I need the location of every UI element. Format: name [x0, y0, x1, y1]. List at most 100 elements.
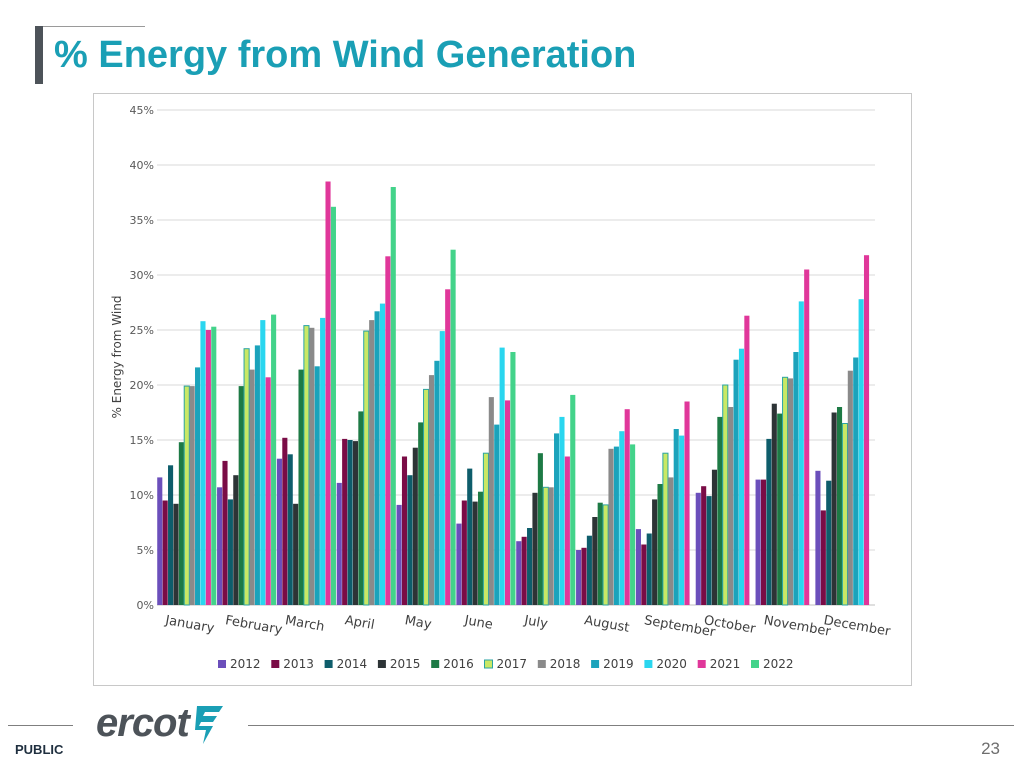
bar-2019-january: [195, 367, 201, 605]
legend-label-2018: 2018: [550, 657, 581, 671]
bar-2020-august: [619, 431, 625, 605]
bar-2014-march: [287, 454, 293, 605]
bar-2015-september: [652, 499, 658, 605]
bar-2021-february: [265, 377, 271, 605]
legend-swatch-2019: [591, 660, 600, 668]
bar-2015-october: [711, 469, 718, 605]
bar-2016-october: [717, 416, 723, 605]
bar-2012-august: [576, 550, 582, 605]
bar-2021-november: [804, 269, 810, 605]
legend-label-2012: 2012: [230, 657, 261, 671]
bar-2021-september: [684, 401, 690, 605]
bar-2020-july: [559, 416, 565, 605]
bar-2020-march: [320, 317, 326, 605]
page-title: % Energy from Wind Generation: [54, 34, 637, 76]
bar-2021-january: [205, 330, 211, 605]
bar-2015-november: [771, 403, 777, 605]
bar-2012-april: [336, 482, 342, 605]
legend-swatch-2021: [697, 660, 706, 668]
y-tick-labels: 0% 5% 10% 15% 20% 25% 30% 35% 40% 45%: [130, 104, 154, 612]
bar-2014-april: [347, 440, 353, 605]
bar-2014-may: [407, 475, 413, 605]
bar-2022-april: [390, 187, 396, 605]
x-tick-label: August: [583, 613, 630, 636]
title-rule: [35, 26, 145, 27]
bar-2015-december: [831, 412, 837, 605]
bar-2012-september: [635, 529, 641, 605]
ercot-logo: ercot: [96, 700, 227, 746]
bar-2015-august: [592, 517, 598, 605]
bar-2018-november: [787, 378, 794, 605]
bar-2022-january: [211, 326, 217, 605]
y-tick-label: 35%: [130, 214, 154, 227]
bar-2015-january: [173, 503, 179, 605]
bar-2019-march: [314, 366, 320, 605]
x-tick-label: May: [404, 613, 433, 632]
bar-2013-december: [820, 510, 826, 605]
logo-wordmark: ercot: [96, 701, 190, 745]
x-tick-labels: January February March April May June July Augu…: [163, 613, 892, 641]
bar-2019-august: [613, 446, 619, 605]
bar-2022-february: [271, 314, 277, 605]
footer-rule-left: [8, 725, 73, 726]
wind-energy-bar-chart: 0% 5% 10% 15% 20% 25% 30% 35% 40% 45% January Febr…: [110, 104, 892, 671]
bar-2018-september: [668, 477, 674, 605]
footer-rule-right: [248, 725, 1014, 726]
bar-2021-december: [863, 255, 870, 605]
bar-2016-march: [298, 369, 304, 605]
y-tick-label: 10%: [130, 489, 154, 502]
bar-2014-september: [646, 533, 652, 605]
bar-2017-january: [183, 385, 190, 606]
legend-swatch-2020: [644, 660, 653, 668]
legend-label-2016: 2016: [443, 657, 474, 671]
legend-label-2014: 2014: [337, 657, 368, 671]
bar-2020-december: [858, 299, 864, 605]
bar-2018-july: [548, 487, 554, 605]
bar-2016-may: [418, 422, 424, 605]
bar-2019-july: [554, 433, 560, 605]
bar-2022-june: [510, 352, 516, 605]
legend-label-2013: 2013: [283, 657, 314, 671]
bar-2013-june: [461, 500, 467, 605]
bar-2014-january: [168, 465, 174, 605]
bar-2021-july: [564, 456, 570, 605]
bar-2013-july: [521, 536, 527, 605]
legend-swatch-2018: [537, 660, 546, 668]
bar-2022-march: [330, 206, 336, 606]
bar-2017-october: [722, 384, 729, 606]
bar-2012-february: [217, 487, 223, 605]
bar-2013-august: [581, 547, 587, 605]
bar-2019-february: [254, 345, 260, 605]
bar-2019-june: [494, 424, 500, 605]
bar-2016-april: [358, 411, 364, 605]
bar-2017-december: [841, 423, 848, 606]
legend-label-2022: 2022: [763, 657, 794, 671]
bar-2017-may: [423, 388, 430, 606]
legend-label-2021: 2021: [710, 657, 741, 671]
y-axis-label: % Energy from Wind: [110, 296, 124, 419]
legend-swatch-2014: [324, 660, 333, 668]
bar-2013-september: [641, 544, 647, 605]
bar-2021-march: [325, 181, 331, 605]
bar-2019-april: [374, 311, 380, 605]
x-tick-label: April: [344, 613, 376, 633]
title-accent-bar: [35, 26, 43, 84]
bars: [157, 181, 870, 606]
legend-swatch-2022: [751, 660, 759, 668]
x-tick-label: July: [522, 613, 549, 632]
bar-2022-august: [630, 444, 636, 605]
legend-swatch-2013: [271, 660, 280, 668]
bar-2017-august: [602, 504, 609, 606]
bar-2017-july: [542, 486, 549, 606]
bar-2015-may: [412, 447, 418, 605]
bar-2020-january: [200, 321, 206, 605]
y-tick-label: 15%: [130, 434, 154, 447]
bar-2014-november: [766, 438, 772, 605]
bar-2015-february: [233, 475, 239, 605]
bar-2013-april: [342, 438, 348, 605]
bar-2020-february: [260, 320, 266, 605]
y-axis-label-group: % Energy from Wind: [110, 296, 124, 419]
bar-2014-december: [826, 480, 832, 605]
bar-2021-may: [445, 289, 451, 605]
y-tick-label: 40%: [130, 159, 154, 172]
